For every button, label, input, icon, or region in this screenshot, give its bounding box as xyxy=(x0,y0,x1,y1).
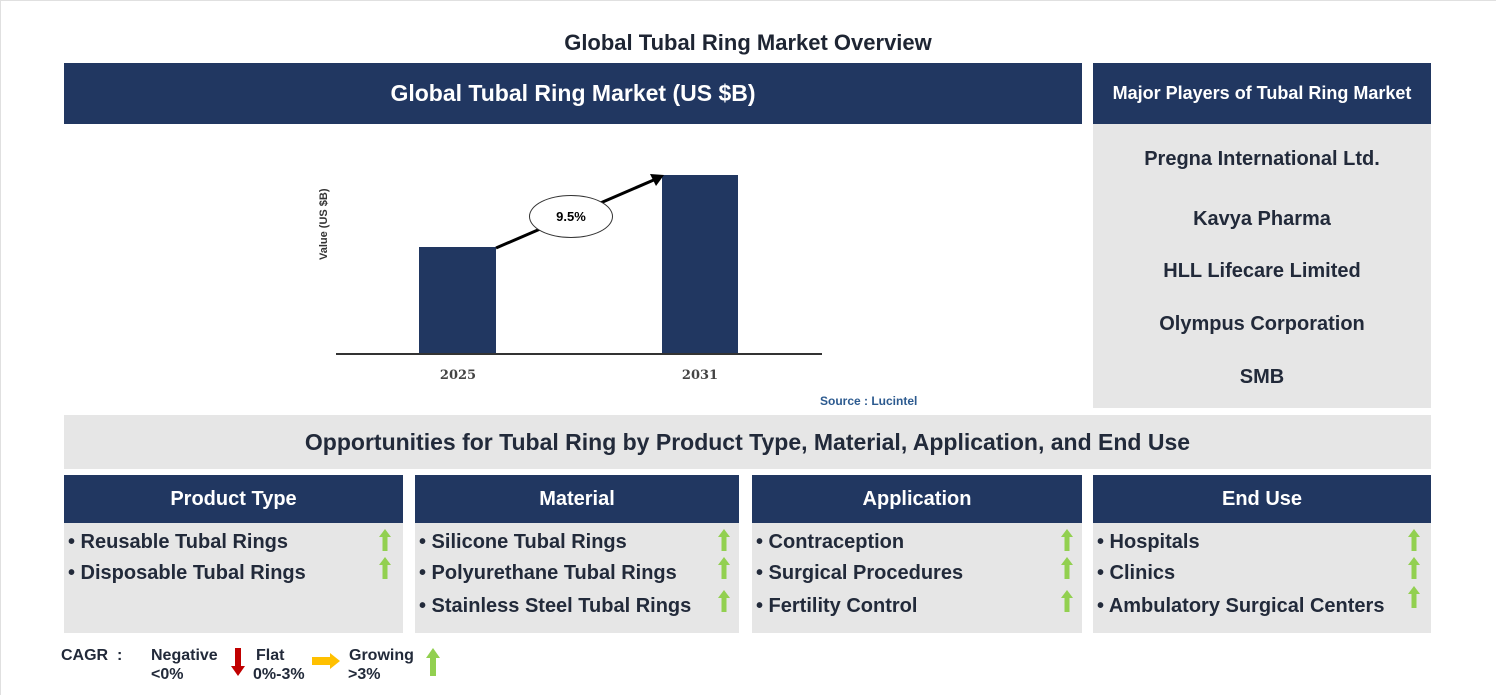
segment-item: • Surgical Procedures xyxy=(756,562,964,584)
negative-arrow-icon xyxy=(231,648,245,676)
chart-header: Global Tubal Ring Market (US $B) xyxy=(64,63,1082,124)
bar-2025 xyxy=(419,247,496,354)
segment-item: • Contraception xyxy=(756,531,905,553)
segment-header: Product Type xyxy=(64,475,403,523)
flat-arrow-icon xyxy=(312,653,340,669)
opportunities-title: Opportunities for Tubal Ring by Product … xyxy=(64,415,1431,469)
segment-item: • Polyurethane Tubal Rings xyxy=(419,562,677,584)
page-title: Global Tubal Ring Market Overview xyxy=(564,30,932,55)
segment-material: Material • Silicone Tubal Rings • Polyur… xyxy=(415,475,739,633)
segment-header: Material xyxy=(415,475,739,523)
legend-negative-range: <0% xyxy=(151,666,184,683)
segment-body: • Silicone Tubal Rings • Polyurethane Tu… xyxy=(415,523,739,633)
growing-arrow-icon xyxy=(1061,557,1073,579)
growing-arrow-icon xyxy=(1061,590,1073,612)
player-item: Kavya Pharma xyxy=(1193,208,1331,230)
x-tick-2025: 2025 xyxy=(439,368,477,383)
legend-flat-name: Flat xyxy=(256,647,285,664)
segment-item: • Silicone Tubal Rings xyxy=(419,531,627,553)
growing-arrow-icon xyxy=(379,529,391,551)
growing-arrow-icon xyxy=(718,590,730,612)
segment-item: • Ambulatory Surgical Centers xyxy=(1097,595,1385,617)
x-axis xyxy=(336,353,822,355)
segment-item: • Hospitals xyxy=(1097,531,1200,553)
segment-header: Application xyxy=(752,475,1082,523)
growing-arrow-icon xyxy=(1408,557,1420,579)
segment-product-type: Product Type • Reusable Tubal Rings • Di… xyxy=(64,475,403,633)
segment-item: • Stainless Steel Tubal Rings xyxy=(419,595,692,617)
player-item: Olympus Corporation xyxy=(1159,313,1365,335)
players-header: Major Players of Tubal Ring Market xyxy=(1093,63,1431,124)
legend-growing-name: Growing xyxy=(349,647,414,664)
cagr-badge: 9.5% xyxy=(529,195,613,238)
segment-end-use: End Use • Hospitals • Clinics • Ambulato… xyxy=(1093,475,1431,633)
growing-arrow-icon xyxy=(718,557,730,579)
segment-item: • Fertility Control xyxy=(756,595,918,617)
source-label: Source : Lucintel xyxy=(820,394,918,408)
player-item: SMB xyxy=(1239,366,1285,388)
growing-arrow-icon xyxy=(426,648,440,676)
player-item: Pregna International Ltd. xyxy=(1144,148,1380,170)
y-axis-label: Value (US $B) xyxy=(318,188,330,260)
player-item: HLL Lifecare Limited xyxy=(1163,260,1361,282)
growing-arrow-icon xyxy=(718,529,730,551)
segment-item: • Clinics xyxy=(1097,562,1176,584)
legend-negative-name: Negative xyxy=(151,647,218,664)
segment-application: Application • Contraception • Surgical P… xyxy=(752,475,1082,633)
x-tick-2031: 2031 xyxy=(681,368,719,383)
segment-body: • Reusable Tubal Rings • Disposable Tuba… xyxy=(64,523,403,633)
segment-item: • Reusable Tubal Rings xyxy=(68,531,288,553)
legend-label: CAGR : xyxy=(61,647,123,664)
growing-arrow-icon xyxy=(379,557,391,579)
players-list: Pregna International Ltd. Kavya Pharma H… xyxy=(1093,124,1431,408)
cagr-legend: CAGR : Negative <0% Flat 0%-3% Growing >… xyxy=(0,640,480,690)
segment-header: End Use xyxy=(1093,475,1431,523)
growing-arrow-icon xyxy=(1408,586,1420,608)
growing-arrow-icon xyxy=(1408,529,1420,551)
segment-body: • Contraception • Surgical Procedures • … xyxy=(752,523,1082,633)
legend-flat-range: 0%-3% xyxy=(253,666,305,683)
segment-item: • Disposable Tubal Rings xyxy=(68,562,306,584)
growing-arrow-icon xyxy=(1061,529,1073,551)
bar-2031 xyxy=(662,175,738,354)
legend-growing-range: >3% xyxy=(348,666,381,683)
segment-body: • Hospitals • Clinics • Ambulatory Surgi… xyxy=(1093,523,1431,633)
